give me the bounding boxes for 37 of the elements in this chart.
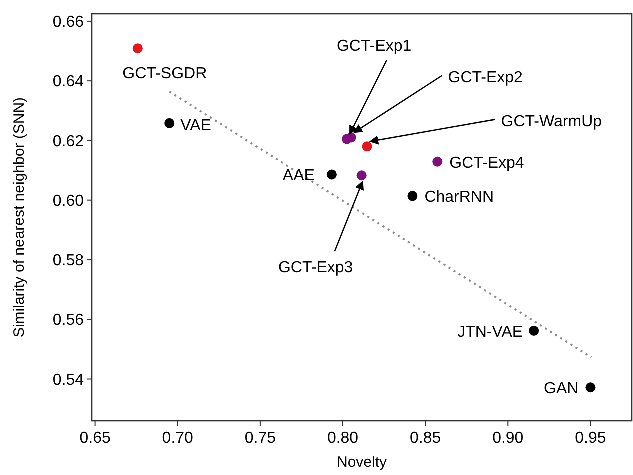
x-tick-label: 0.95 bbox=[575, 430, 606, 447]
annotation: VAE bbox=[180, 117, 212, 134]
x-tick-label: 0.90 bbox=[492, 430, 524, 447]
annotation: GCT-Exp2 bbox=[448, 70, 524, 87]
y-tick-label: 0.54 bbox=[52, 372, 84, 389]
point bbox=[529, 326, 540, 336]
annotation: GAN bbox=[544, 380, 579, 398]
y-tick-label: 0.58 bbox=[52, 252, 84, 270]
annotation: JTN-VAE bbox=[458, 324, 524, 341]
x-tick-label: 0.70 bbox=[162, 430, 194, 447]
annotation: GCT-Exp4 bbox=[450, 154, 524, 172]
annotation: GCT-WarmUp bbox=[501, 114, 602, 131]
point bbox=[356, 170, 367, 181]
point bbox=[362, 142, 372, 152]
point bbox=[408, 191, 418, 202]
annotation: GCT-SGDR bbox=[122, 66, 208, 83]
x-tick-label: 0.65 bbox=[80, 430, 111, 447]
point bbox=[132, 44, 143, 54]
y-tick-label: 0.64 bbox=[52, 74, 84, 91]
x-tick-label: 0.75 bbox=[244, 430, 276, 447]
y-tick-label: 0.56 bbox=[52, 312, 84, 330]
x-tick-label: 0.80 bbox=[327, 430, 359, 447]
y-tick-label: 0.60 bbox=[52, 192, 84, 210]
x-axis-title: Novelty bbox=[336, 454, 388, 471]
x-tick-label: 0.85 bbox=[410, 430, 442, 447]
annotation: AAE bbox=[282, 168, 315, 185]
annotation: CharRNN bbox=[424, 189, 494, 206]
point bbox=[164, 118, 175, 128]
annotation: GCT-Exp3 bbox=[278, 260, 354, 277]
y-axis-title: Similarity of nearest neighbor (SNN) bbox=[11, 97, 28, 338]
y-tick-label: 0.66 bbox=[52, 14, 84, 32]
y-tick-label: 0.62 bbox=[52, 133, 84, 150]
point bbox=[326, 170, 337, 180]
point bbox=[346, 132, 356, 143]
point bbox=[432, 156, 443, 167]
point bbox=[586, 382, 596, 393]
annotation: GCT-Exp1 bbox=[336, 38, 412, 56]
